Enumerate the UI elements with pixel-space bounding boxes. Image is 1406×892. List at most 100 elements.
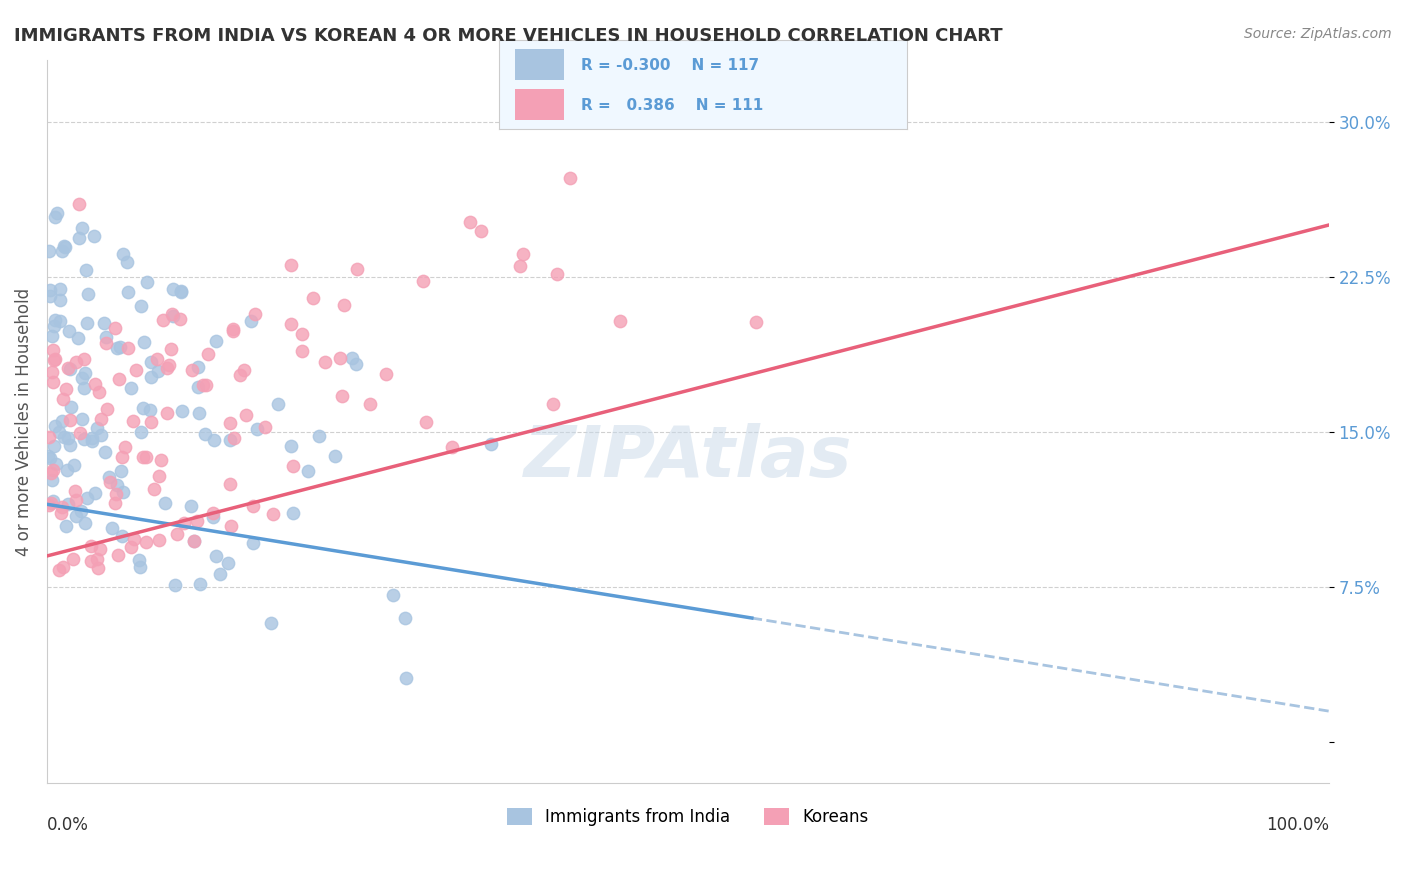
Point	[125, 363, 148, 377]
Point	[94, 444, 117, 458]
Point	[159, 358, 181, 372]
Point	[98, 475, 121, 490]
Point	[219, 476, 242, 491]
Point	[41, 365, 63, 379]
Point	[39, 496, 62, 510]
Point	[314, 355, 336, 369]
Point	[148, 533, 170, 547]
Point	[205, 334, 228, 348]
Point	[132, 450, 155, 464]
Point	[76, 316, 98, 330]
Point	[66, 331, 89, 345]
Point	[219, 519, 242, 533]
Point	[90, 428, 112, 442]
Point	[48, 293, 70, 308]
Point	[48, 563, 70, 577]
Point	[65, 355, 87, 369]
Point	[156, 361, 179, 376]
Point	[107, 548, 129, 562]
Point	[41, 376, 63, 390]
Point	[139, 355, 162, 369]
Point	[183, 534, 205, 549]
Point	[239, 314, 262, 328]
Point	[233, 363, 256, 377]
Point	[128, 553, 150, 567]
Point	[45, 457, 67, 471]
Point	[65, 509, 87, 524]
Point	[44, 419, 66, 434]
Point	[302, 291, 325, 305]
Point	[104, 486, 127, 500]
Point	[76, 491, 98, 505]
Point	[79, 554, 101, 568]
Point	[82, 431, 104, 445]
Point	[219, 416, 242, 430]
Point	[86, 551, 108, 566]
Point	[117, 285, 139, 299]
Point	[42, 439, 65, 453]
Point	[49, 314, 72, 328]
Point	[77, 286, 100, 301]
Point	[181, 363, 204, 377]
Point	[58, 324, 80, 338]
Point	[170, 285, 193, 299]
Point	[98, 470, 121, 484]
Point	[52, 392, 75, 406]
Point	[187, 360, 209, 375]
Point	[39, 283, 62, 297]
Point	[112, 247, 135, 261]
Point	[509, 259, 531, 273]
Point	[41, 473, 63, 487]
Point	[96, 330, 118, 344]
Point	[267, 397, 290, 411]
Point	[105, 341, 128, 355]
Text: 0.0%: 0.0%	[46, 816, 89, 834]
Point	[117, 341, 139, 355]
Point	[48, 425, 70, 440]
Point	[110, 464, 132, 478]
Point	[229, 368, 252, 383]
Point	[139, 415, 162, 429]
Point	[69, 504, 91, 518]
Point	[94, 335, 117, 350]
Point	[148, 363, 170, 377]
Point	[73, 432, 96, 446]
Point	[180, 499, 202, 513]
Point	[170, 404, 193, 418]
Text: R = -0.300    N = 117: R = -0.300 N = 117	[581, 58, 759, 72]
Point	[83, 228, 105, 243]
Point	[129, 299, 152, 313]
Point	[44, 210, 66, 224]
Point	[188, 576, 211, 591]
Point	[87, 384, 110, 399]
Point	[139, 403, 162, 417]
Point	[166, 527, 188, 541]
Point	[104, 496, 127, 510]
Point	[108, 340, 131, 354]
Point	[135, 450, 157, 464]
Point	[170, 285, 193, 299]
Point	[38, 430, 60, 444]
Point	[132, 334, 155, 349]
Point	[60, 400, 83, 414]
Point	[344, 358, 367, 372]
Point	[93, 316, 115, 330]
Point	[262, 508, 284, 522]
Point	[39, 289, 62, 303]
Point	[412, 275, 434, 289]
Point	[148, 469, 170, 483]
Point	[129, 560, 152, 574]
Point	[42, 463, 65, 477]
Point	[458, 215, 481, 229]
Point	[291, 343, 314, 358]
Point	[222, 431, 245, 445]
Point	[280, 258, 302, 272]
Point	[512, 247, 534, 261]
Point	[103, 321, 125, 335]
Point	[253, 420, 276, 434]
Point	[160, 307, 183, 321]
Point	[281, 458, 304, 473]
Point	[42, 318, 65, 333]
Point	[86, 420, 108, 434]
Point	[155, 406, 177, 420]
